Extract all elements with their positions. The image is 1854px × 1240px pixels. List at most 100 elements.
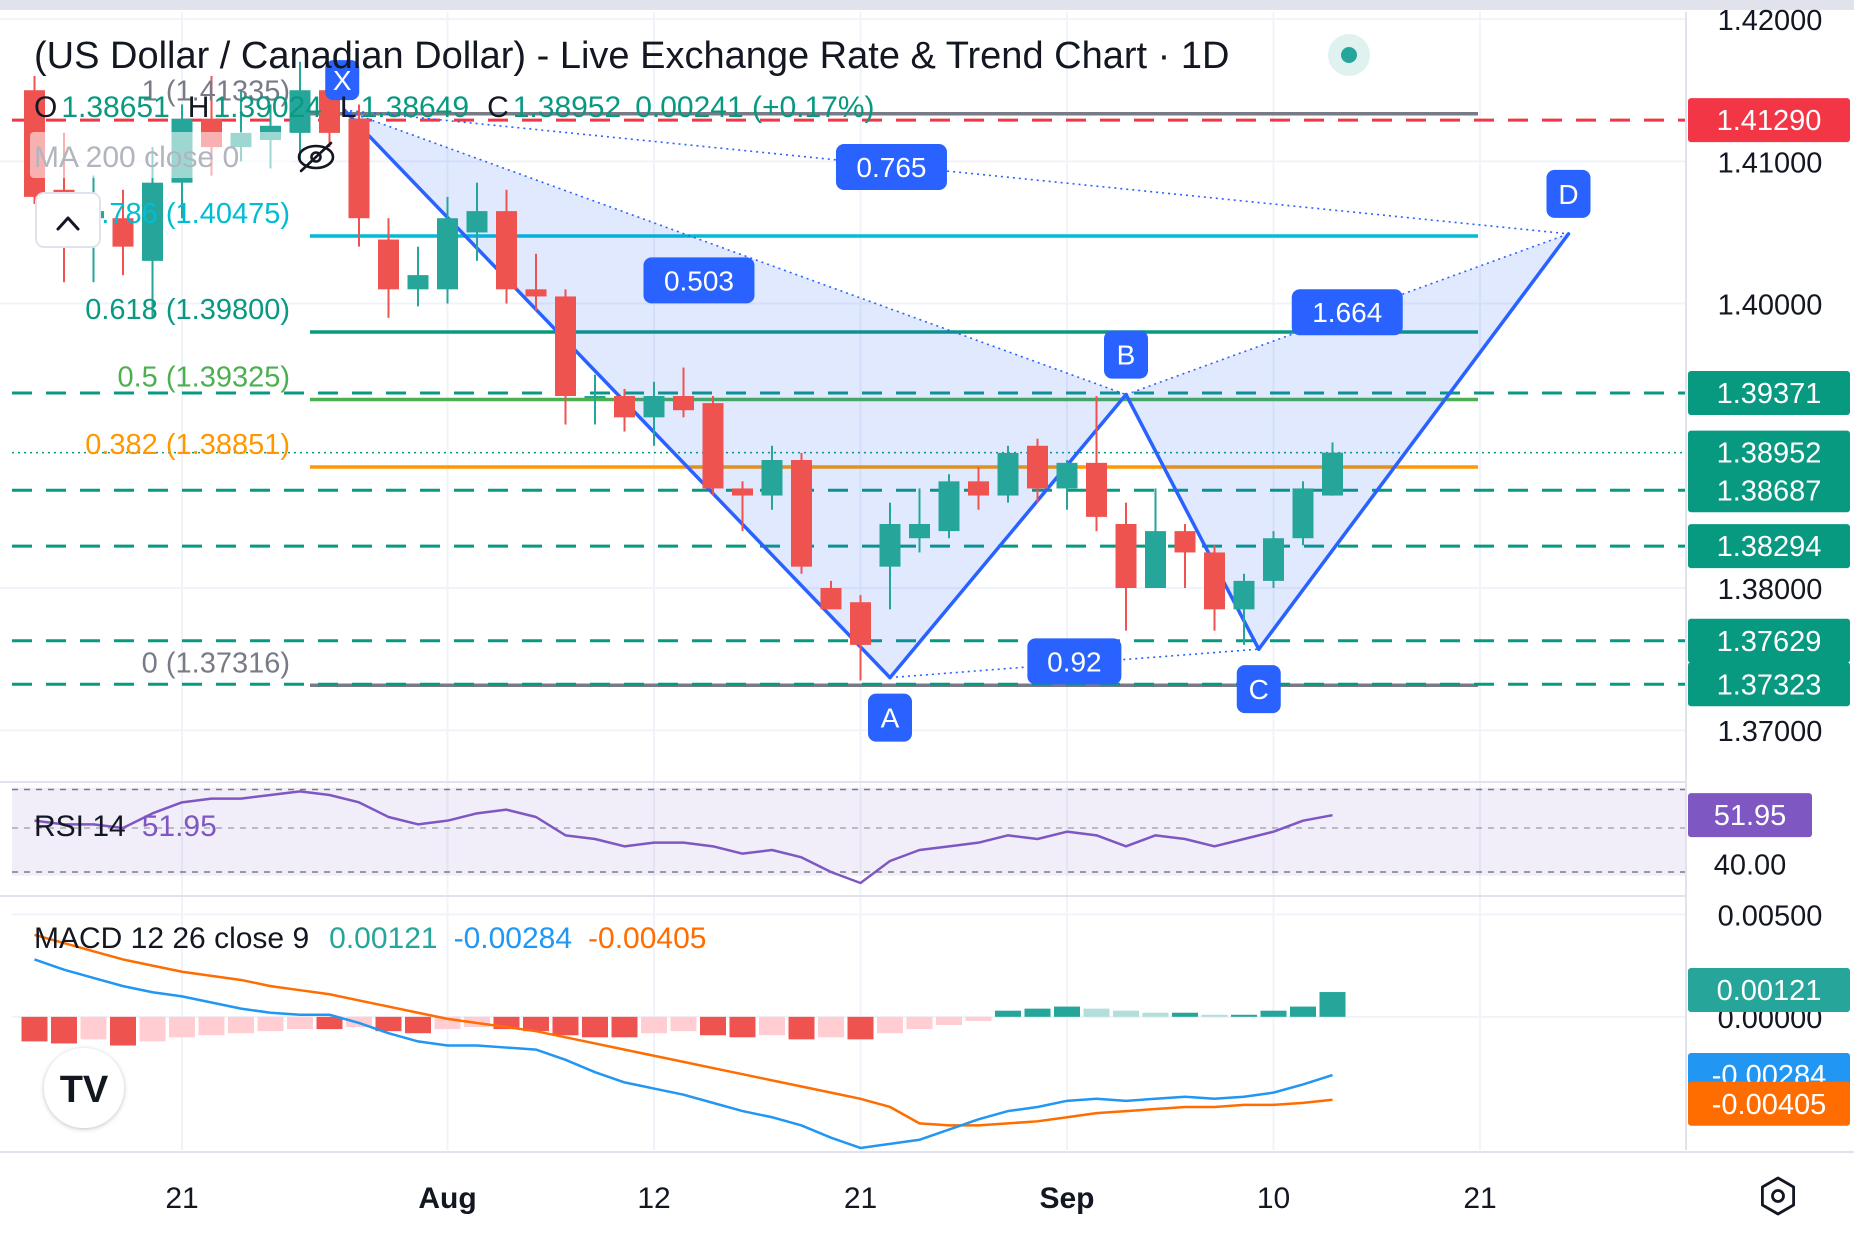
time-axis-label: Sep: [1039, 1182, 1094, 1215]
bearish-candle: [348, 104, 370, 247]
macd-signal-tag-bg: [1688, 1081, 1850, 1126]
macd-histogram-bar: [51, 1016, 77, 1044]
pattern-point-A-bg: [868, 693, 912, 742]
macd-histogram-bar: [788, 1016, 815, 1040]
harmonic-pattern-labels: X A B C D 0.765 0.503 1.664 0.92: [325, 60, 1591, 742]
macd-histogram-bar: [847, 1016, 874, 1040]
settings-hexagon-icon[interactable]: [1760, 1176, 1796, 1216]
candle-body: [348, 118, 370, 219]
collapse-legend-button[interactable]: [35, 192, 101, 248]
price-tag-1.37323-bg: [1688, 662, 1850, 707]
chevron-up-icon: [56, 216, 80, 231]
macd-histogram-bar: [995, 1010, 1021, 1017]
price-scale[interactable]: 1.42000 1.41000 1.40000 1.38000 1.37000 1.412…: [1685, 5, 1854, 1152]
candle-body: [1263, 538, 1284, 581]
macd-signal-line: [34, 933, 1333, 1127]
bearish-candle: [525, 253, 547, 311]
candle-body: [673, 396, 694, 411]
macd-histogram-bar: [759, 1016, 785, 1036]
macd-pane[interactable]: [12, 913, 1686, 1150]
bullish-candle: [938, 474, 960, 539]
pattern-ratio-XA-text: 0.503: [664, 265, 734, 296]
price-tag-1.37323: 1.37323: [1688, 662, 1850, 707]
candle-body: [584, 396, 606, 398]
bearish-candle: [1174, 524, 1196, 588]
pattern-ratio-XA-bg: [643, 257, 755, 304]
pattern-point-C-bg: [1236, 665, 1281, 714]
fib-level-label: 0.5 (1.39325): [117, 362, 290, 394]
price-lines: [12, 118, 1686, 686]
bearish-candle: [732, 481, 753, 532]
change-value: 0.00241 (+0.17%): [635, 91, 874, 124]
macd-histogram-bar: [1024, 1008, 1051, 1017]
candle-body: [289, 90, 311, 133]
bearish-candle: [850, 595, 871, 681]
bullish-candle: [466, 182, 488, 261]
price-tag-1.38294: 1.38294: [1688, 524, 1850, 569]
candle-body: [820, 588, 842, 610]
candle-body: [437, 218, 458, 290]
pattern-point-D-bg: [1546, 169, 1591, 218]
eye-off-icon[interactable]: [297, 141, 335, 173]
rsi-value-tag-text: 51.95: [1714, 800, 1787, 832]
time-axis-label: 21: [844, 1182, 877, 1215]
pattern-point-A-text: A: [881, 703, 900, 734]
macd-line: [34, 958, 1333, 1150]
candle-body: [466, 211, 488, 233]
candle-body: [378, 239, 399, 290]
price-tag-1.39371-bg: [1688, 371, 1850, 416]
fibonacci-labels: 1 (1.41335) 0.786 (1.40475) 0.618 (1.39800…: [85, 76, 290, 680]
candle-body: [702, 403, 724, 489]
price-tag-1.38294-bg: [1688, 524, 1850, 569]
macd-histogram-bar: [1201, 1014, 1228, 1017]
candle-body: [407, 275, 429, 290]
macd-histogram-bar: [965, 1016, 992, 1021]
candle-body: [1204, 552, 1225, 610]
candle-body: [1292, 488, 1314, 539]
bearish-candle: [1027, 438, 1048, 503]
fib-level-label: 0 (1.37316): [142, 647, 290, 679]
macd-histogram-bar: [287, 1016, 313, 1030]
bullish-candle: [584, 374, 606, 425]
logo-text: TV: [60, 1069, 109, 1111]
pattern-point-B-bg: [1104, 330, 1148, 379]
time-axis[interactable]: 21 Aug 12 21 Sep 10 21: [165, 1182, 1496, 1215]
harmonic-pattern[interactable]: [342, 108, 1571, 680]
rsi-value-tag-bg: [1688, 793, 1812, 838]
bearish-candle: [673, 367, 694, 418]
macd-histogram-bar: [21, 1016, 48, 1042]
price-pane[interactable]: X A B C D 0.765 0.503 1.664 0.92 1 (1.41335) 0.78…: [0, 18, 1686, 742]
rsi-pane[interactable]: [12, 787, 1686, 885]
bullish-candle: [909, 488, 930, 553]
last-price-tag-text: 1.38952: [1717, 438, 1822, 470]
price-tag-1.38687-bg: [1688, 468, 1850, 513]
pattern-ratio-BD-text: 1.664: [1312, 297, 1382, 328]
pattern-ac-line: [889, 648, 1259, 679]
pattern-ratio-XB-text: 0.765: [856, 152, 926, 183]
rsi-legend-value: 51.95: [142, 810, 217, 843]
bearish-candle: [791, 452, 812, 574]
candle-body: [732, 488, 753, 496]
price-scale-background: [1686, 12, 1854, 1152]
macd-histogram-bar: [1054, 1006, 1080, 1017]
pattern-point-B-text: B: [1117, 340, 1136, 371]
macd-histogram-bar: [1290, 1006, 1316, 1017]
low-label: L: [340, 91, 357, 124]
tradingview-logo[interactable]: TV: [44, 1048, 124, 1128]
price-tick-label: 1.42000: [1718, 5, 1823, 37]
bearish-candle: [555, 289, 576, 425]
pattern-point-D-text: D: [1558, 179, 1578, 210]
bullish-candle: [1322, 442, 1343, 496]
pattern-point-C-text: C: [1249, 674, 1269, 705]
chart-legend: (US Dollar / Canadian Dollar) - Live Exc…: [30, 34, 1370, 248]
time-axis-label: 12: [637, 1182, 670, 1215]
bearish-candle: [820, 580, 842, 610]
price-tag-1.38687: 1.38687: [1688, 468, 1850, 513]
pattern-point-D: D: [1546, 169, 1591, 218]
macd-signal-value: -0.00405: [588, 922, 706, 955]
price-tag-1.38687-text: 1.38687: [1717, 475, 1822, 507]
macd-histogram-bar: [1231, 1014, 1257, 1017]
macd-histogram-bar: [405, 1016, 431, 1034]
time-axis-label: 10: [1257, 1182, 1290, 1215]
